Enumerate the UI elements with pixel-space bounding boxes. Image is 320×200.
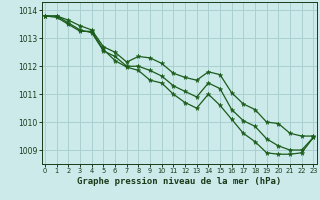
X-axis label: Graphe pression niveau de la mer (hPa): Graphe pression niveau de la mer (hPa): [77, 177, 281, 186]
